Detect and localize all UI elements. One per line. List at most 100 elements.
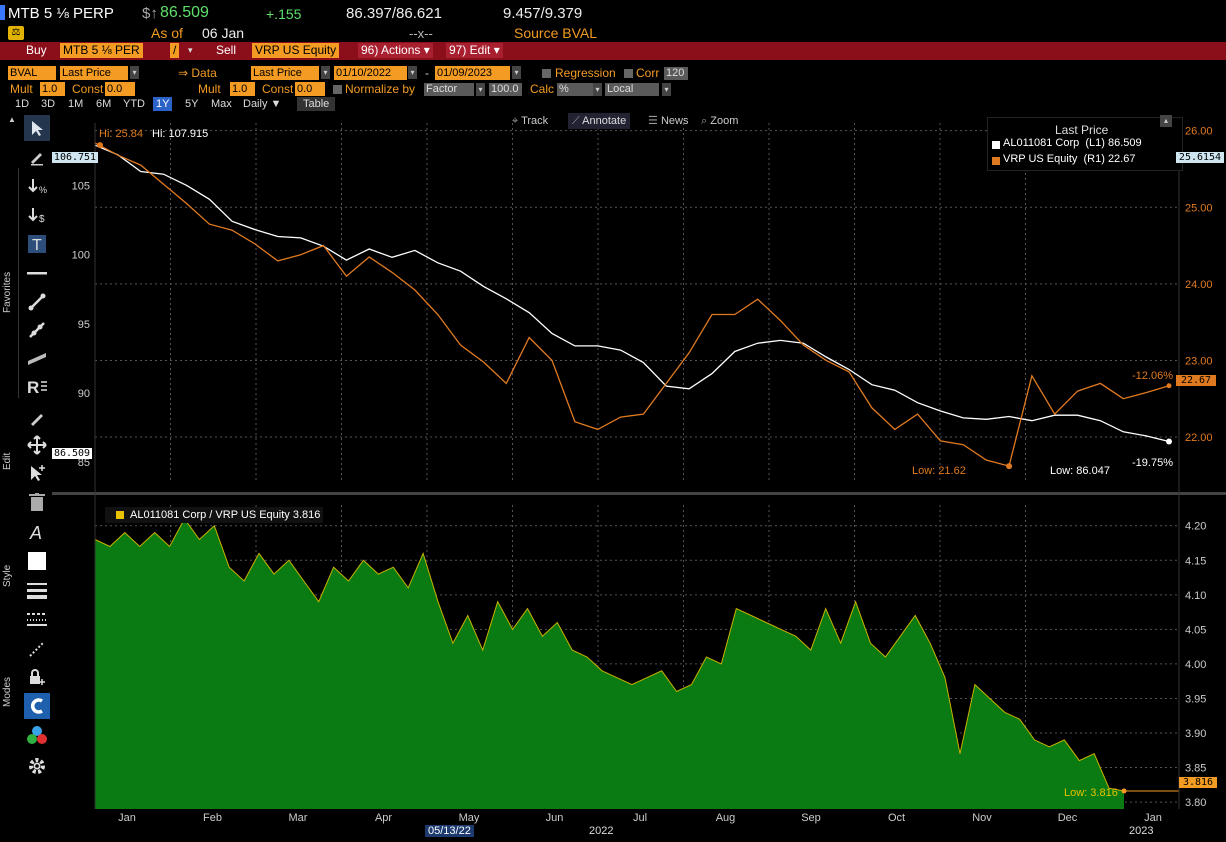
news-button[interactable]: ☰ News	[644, 113, 692, 129]
ratio-axis-tick-7: 4.15	[1185, 555, 1206, 567]
table-button[interactable]: Table	[297, 97, 336, 111]
settings-gear-icon[interactable]	[24, 753, 50, 779]
legend-vrp-label[interactable]: VRP US Equity (R1) 22.67	[1003, 153, 1136, 165]
edit-menu[interactable]: 97) Edit ▾	[446, 43, 503, 58]
slash-dropdown-icon[interactable]: ▾	[188, 45, 193, 55]
hi-vrp-annotation: Hi: 25.84	[99, 128, 144, 140]
buy-button[interactable]: Buy	[26, 43, 47, 57]
const2-input[interactable]: 0.0	[295, 82, 325, 96]
calc-dropdown-icon[interactable]: ▾	[593, 83, 602, 96]
currency-dropdown-icon[interactable]: ▾	[662, 83, 671, 96]
price-lines	[94, 142, 1172, 470]
date-marker: 05/13/22	[425, 825, 474, 837]
as-of-date: 06 Jan	[202, 25, 245, 41]
text-tool-icon[interactable]: T	[24, 231, 50, 257]
svg-text:R: R	[27, 378, 39, 396]
font-style-icon[interactable]: A	[24, 519, 50, 545]
move-tool-icon[interactable]	[24, 432, 50, 458]
period-1y[interactable]: 1Y	[153, 97, 173, 111]
calc-select[interactable]: %	[557, 83, 593, 96]
line-weight-icon[interactable]	[24, 577, 50, 603]
magnet-mode-icon[interactable]	[24, 693, 50, 719]
pointer-tool-icon[interactable]	[24, 115, 50, 141]
normalize-dropdown-icon[interactable]: ▾	[476, 83, 485, 96]
channel-tool-icon[interactable]	[24, 345, 50, 371]
mult2-label: Mult	[198, 82, 221, 96]
field1-select[interactable]: Last Price	[60, 66, 128, 80]
end-date-input[interactable]: 01/09/2023	[435, 66, 510, 80]
const1-input[interactable]: 0.0	[105, 82, 135, 96]
zoom-button[interactable]: ⌕ Zoom	[697, 113, 742, 129]
corr-checkbox[interactable]	[624, 69, 633, 78]
actions-menu[interactable]: 96) Actions ▾	[358, 43, 433, 58]
left-axis-tick-2: 95	[78, 319, 90, 331]
bval-source[interactable]: BVAL	[8, 66, 56, 80]
controls-row-2: Mult 1.0 Const 0.0 Mult 1.0 Const 0.0 No…	[0, 81, 1226, 97]
rating-icon[interactable]: ⚖	[8, 26, 24, 40]
field2-dropdown-icon[interactable]: ▾	[321, 66, 330, 79]
ratio-axis-tick-4: 4.00	[1185, 659, 1206, 671]
period-max[interactable]: Max	[211, 98, 232, 110]
ratio-legend-swatch	[116, 511, 124, 519]
trash-icon[interactable]	[24, 489, 50, 515]
field2-select[interactable]: Last Price	[251, 66, 319, 80]
period-3d[interactable]: 3D	[41, 98, 56, 110]
line-style-icon[interactable]	[24, 606, 50, 632]
slash-field[interactable]: /	[170, 43, 180, 58]
track-button[interactable]: ⌖ Track	[508, 113, 552, 129]
mult2-input[interactable]: 1.0	[230, 82, 255, 96]
currency-select[interactable]: Local	[605, 83, 659, 96]
normalize-value-input[interactable]: 100.0	[489, 83, 522, 96]
pen-tool-icon[interactable]	[24, 144, 50, 170]
legend-collapse-icon[interactable]: ▴	[1160, 115, 1172, 127]
mult1-input[interactable]: 1.0	[40, 82, 65, 96]
legend-bond-swatch	[992, 141, 1000, 149]
legend-bond-label[interactable]: AL011081 Corp (L1) 86.509	[1003, 137, 1142, 149]
left-axis-tick-1: 90	[78, 388, 90, 400]
frequency-select[interactable]: Daily ▼	[243, 98, 282, 110]
sell-button[interactable]: Sell	[216, 43, 237, 57]
right-axis-tick-4: 26.00	[1185, 126, 1213, 138]
ratio-axis-tick-1: 3.85	[1185, 763, 1206, 775]
ticker-label[interactable]: MTB 5 ⅛ PERP	[8, 5, 114, 22]
normalize-select[interactable]: Factor	[424, 83, 474, 96]
corr-window-input[interactable]: 120	[664, 67, 688, 80]
normalize-checkbox[interactable]	[333, 85, 342, 94]
ray-tool-icon[interactable]	[24, 317, 50, 343]
source-label: Source BVAL	[514, 25, 598, 41]
edit-pencil-icon[interactable]	[24, 405, 50, 431]
snap-mode-icon[interactable]	[24, 636, 50, 662]
period-5y[interactable]: 5Y	[185, 98, 199, 110]
field1-dropdown-icon[interactable]: ▾	[130, 66, 139, 79]
horizontal-line-tool-icon[interactable]	[24, 260, 50, 286]
price-change-tool-icon[interactable]: $	[24, 202, 50, 228]
right-axis-last-badge: 22.67	[1176, 375, 1216, 386]
chart-area[interactable]: 85 90 95 100 105 22.00 23.00 24.00 25.00 26.00 3.8…	[52, 113, 1226, 842]
period-1m[interactable]: 1M	[68, 98, 84, 110]
ratio-legend[interactable]: AL011081 Corp / VRP US Equity 3.816	[105, 507, 324, 523]
select-add-tool-icon[interactable]	[24, 460, 50, 486]
period-ytd[interactable]: YTD	[123, 98, 145, 110]
regression-tool-icon[interactable]: R	[24, 373, 50, 399]
security2-field[interactable]: VRP US Equity	[252, 43, 340, 58]
percent-change-tool-icon[interactable]: %	[24, 173, 50, 199]
end-date-picker-icon[interactable]: ▾	[512, 66, 521, 79]
ratio-axis-tick-6: 4.10	[1185, 590, 1206, 602]
annotate-button[interactable]: ⟋ Annotate	[568, 113, 631, 129]
trend-line-tool-icon[interactable]	[24, 289, 50, 315]
start-date-picker-icon[interactable]: ▾	[408, 66, 417, 79]
security1-field[interactable]: MTB 5 ⅛ PER	[60, 43, 143, 58]
period-1d[interactable]: 1D	[15, 98, 30, 110]
fill-color-icon[interactable]	[24, 548, 50, 574]
x-axis-tick-10: Nov	[972, 812, 992, 824]
period-6m[interactable]: 6M	[96, 98, 112, 110]
toolbar-collapse-icon[interactable]: ▲	[8, 115, 16, 124]
price-chart-svg[interactable]: 85 90 95 100 105 22.00 23.00 24.00 25.00 26.00 3.8…	[52, 113, 1226, 842]
start-date-input[interactable]: 01/10/2022	[334, 66, 407, 80]
legend-panel[interactable]: Last Price AL011081 Corp (L1) 86.509 VRP…	[987, 117, 1183, 171]
color-palette-icon[interactable]	[24, 722, 50, 748]
regression-checkbox[interactable]	[542, 69, 551, 78]
favorites-divider	[18, 168, 19, 398]
lock-mode-icon[interactable]	[24, 664, 50, 690]
news-icon: ☰	[648, 115, 658, 127]
